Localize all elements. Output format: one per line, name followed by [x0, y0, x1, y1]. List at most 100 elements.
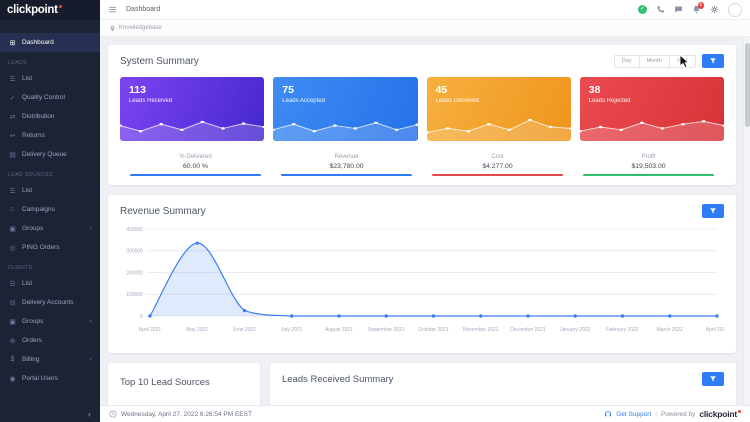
svg-text:April 2021: April 2021	[139, 327, 162, 333]
notifications-button[interactable]: 1	[692, 2, 704, 14]
system-status-button[interactable]: ✓	[638, 5, 647, 14]
sidebar-item-label: Campaigns	[22, 206, 55, 213]
svg-text:0: 0	[140, 314, 143, 320]
sidebar-item-distribution[interactable]: ⇄ Distribution	[0, 107, 100, 126]
sidebar-item-list[interactable]: ☰ List	[0, 274, 100, 293]
stat-card-value: 45	[435, 84, 448, 96]
delivery-queue-icon: ▤	[9, 151, 16, 159]
content: System Summary Day Month Year 113 Leads Rec…	[100, 37, 750, 422]
metric-value: $4,277.00	[482, 162, 513, 170]
call-button[interactable]	[656, 5, 665, 14]
settings-button[interactable]	[710, 5, 719, 14]
quality-control-icon: ✓	[9, 94, 16, 102]
system-summary-title: System Summary	[120, 55, 199, 67]
stat-card-sparkline	[120, 120, 265, 141]
period-button-month[interactable]: Month	[638, 54, 670, 68]
powered-by-label: Powered by	[660, 410, 696, 418]
stat-card-leads-accepted: 75 Leads Accepted	[273, 77, 418, 141]
sidebar-item-label: Delivery Accounts	[22, 299, 74, 306]
leads-received-filter-button[interactable]	[702, 372, 724, 386]
funnel-icon	[710, 58, 716, 64]
period-button-year[interactable]: Year	[668, 54, 696, 68]
svg-text:400000: 400000	[126, 227, 143, 233]
stat-card-label: Leads Received	[129, 98, 173, 104]
metric--delivered: % Delivered 60.00 %	[120, 154, 271, 176]
menu-toggle-button[interactable]	[108, 5, 117, 14]
main-area: Dashboard ✓ 1	[100, 0, 750, 422]
top-lead-sources-panel: Top 10 Lead Sources	[108, 363, 260, 407]
sidebar-item-list[interactable]: ☰ List	[0, 181, 100, 200]
campaigns-icon: ⚐	[9, 206, 16, 214]
scrollbar-thumb[interactable]	[745, 43, 750, 127]
billing-icon: $	[10, 356, 15, 363]
hamburger-icon	[109, 6, 116, 13]
distribution-icon: ⇄	[9, 113, 16, 121]
delivery-accounts-icon: ⊟	[9, 299, 16, 307]
stat-card-sparkline	[426, 118, 571, 141]
revenue-summary-filter-button[interactable]	[702, 204, 724, 218]
get-support-link[interactable]: Get Support	[616, 410, 652, 418]
sidebar-item-delivery-queue[interactable]: ▤ Delivery Queue	[0, 145, 100, 164]
metric-value: $19,503.00	[631, 162, 666, 170]
notification-badge: 1	[697, 2, 704, 9]
metric-underline	[583, 173, 714, 176]
metric-label: % Delivered	[179, 154, 212, 160]
groups-icon: ▣	[9, 225, 16, 233]
sidebar-nav: ⊞ Dashboard Leads ☰ List ✓ Quality Control ⇄ Dis…	[0, 20, 100, 406]
status-bar: Wednesday, April 27, 2022 6:26:54 PM EES…	[100, 405, 750, 422]
sidebar-item-label: PING Orders	[22, 244, 60, 251]
topbar-actions: ✓ 1	[638, 2, 742, 17]
sidebar-item-ping-orders[interactable]: ◎ PING Orders	[0, 238, 100, 257]
stat-card-value: 75	[282, 84, 294, 96]
system-summary-header: System Summary Day Month Year	[120, 54, 724, 68]
sidebar-item-label: List	[22, 280, 33, 287]
svg-text:January 2022: January 2022	[560, 327, 590, 333]
chevron-left-icon: ‹	[89, 356, 92, 363]
headset-icon	[605, 411, 612, 417]
svg-text:October 2021: October 2021	[418, 327, 448, 333]
stat-card-sparkline	[579, 120, 724, 141]
bottom-panels: Top 10 Lead Sources Leads Received Summa…	[108, 363, 736, 407]
system-summary-filter-button[interactable]	[702, 54, 724, 68]
sidebar-collapse-button[interactable]: ‹	[0, 406, 100, 422]
sidebar-item-dashboard[interactable]: ⊞ Dashboard	[0, 33, 100, 52]
footer-brand-text: clickpoint	[699, 409, 737, 419]
sidebar-item-label: Billing	[22, 356, 40, 363]
stat-card-label: Leads Delivered	[435, 98, 479, 104]
sidebar-item-label: Portal Users	[22, 375, 58, 382]
vertical-scrollbar[interactable]	[743, 37, 750, 405]
metric-label: Profit	[641, 154, 656, 160]
list-icon: ☰	[9, 280, 16, 288]
svg-text:200000: 200000	[126, 270, 143, 276]
breadcrumb-item-knowledgebase[interactable]: Knowledgebase	[119, 25, 162, 31]
sidebar-logo[interactable]: clickpoint	[0, 0, 100, 20]
period-button-day[interactable]: Day	[613, 54, 640, 68]
summary-metrics: % Delivered 60.00 % Revenue $23,780.00 Cost $…	[120, 154, 724, 176]
sidebar-item-label: Returns	[22, 132, 45, 139]
check-circle-icon: ✓	[638, 5, 647, 14]
funnel-icon	[710, 376, 716, 382]
sidebar-item-billing[interactable]: $ Billing ‹	[0, 350, 100, 369]
svg-text:December 2021: December 2021	[510, 327, 546, 333]
sidebar-item-campaigns[interactable]: ⚐ Campaigns	[0, 200, 100, 219]
sidebar-item-orders[interactable]: ⊛ Orders	[0, 331, 100, 350]
metric-underline	[130, 173, 261, 176]
sidebar-item-list[interactable]: ☰ List	[0, 69, 100, 88]
sidebar-item-label: Distribution	[22, 113, 55, 120]
svg-text:June 2021: June 2021	[233, 327, 256, 333]
sidebar-item-quality-control[interactable]: ✓ Quality Control	[0, 88, 100, 107]
sidebar-item-groups[interactable]: ▣ Groups ‹	[0, 219, 100, 238]
messages-button[interactable]	[674, 5, 683, 14]
user-avatar[interactable]	[728, 2, 742, 17]
funnel-icon	[710, 208, 716, 214]
sidebar-item-returns[interactable]: ↩ Returns	[0, 126, 100, 145]
metric-revenue: Revenue $23,780.00	[271, 154, 422, 176]
top-lead-sources-title: Top 10 Lead Sources	[120, 377, 210, 388]
sidebar-item-portal-users[interactable]: ◉ Portal Users	[0, 369, 100, 388]
chat-icon	[675, 6, 682, 13]
sidebar-section-leads: Leads	[8, 60, 27, 66]
status-datetime: Wednesday, April 27, 2022 6:26:54 PM EES…	[121, 410, 252, 418]
sidebar-item-groups[interactable]: ▣ Groups ‹	[0, 312, 100, 331]
sidebar-item-delivery-accounts[interactable]: ⊟ Delivery Accounts	[0, 293, 100, 312]
